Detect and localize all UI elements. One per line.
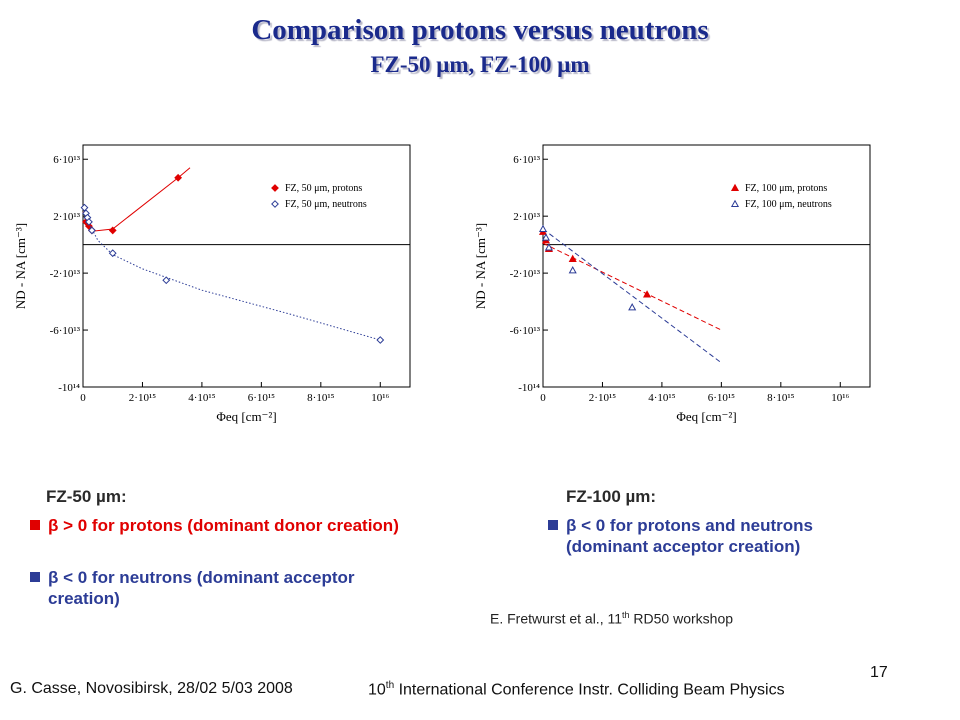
y-tick-label: 2·10¹³ [53, 211, 80, 223]
data-point [568, 266, 577, 274]
bullet-square-icon [30, 572, 40, 582]
slide-subtitle: FZ-50 μm, FZ-100 μm [370, 52, 590, 77]
series-fit-line [542, 228, 722, 364]
y-tick-label: 6·10¹³ [513, 154, 540, 166]
data-point [544, 243, 553, 251]
right-bullet: β < 0 for protons and neutrons (dominant… [548, 515, 813, 557]
x-axis-label: Φeq [cm⁻²] [676, 409, 736, 424]
x-tick-label: 10¹⁶ [371, 392, 389, 404]
data-point [538, 224, 548, 233]
left-bullet-neutrons-text-2: creation) [48, 589, 120, 608]
page-number: 17 [870, 664, 888, 681]
left-bullet-neutrons: β < 0 for neutrons (dominant acceptor cr… [30, 567, 355, 609]
y-tick-label: -10¹⁴ [58, 382, 80, 394]
citation-post: RD50 workshop [629, 610, 734, 627]
legend-entry: FZ, 50 μm, protons [285, 183, 362, 194]
citation-pre: E. Fretwurst et al., 11 [490, 610, 623, 627]
footer-author: G. Casse, Novosibirsk, 28/02 5/03 2008 [10, 680, 293, 697]
data-point [85, 222, 93, 231]
y-axis-label: ND - NA [cm⁻³] [473, 223, 488, 309]
citation: E. Fretwurst et al., 11th RD50 workshop [490, 610, 733, 627]
plot-frame [542, 144, 871, 388]
series-fit-line [82, 167, 191, 232]
data-point [376, 336, 385, 344]
x-tick-label: 10¹⁶ [831, 392, 849, 404]
legend-marker [730, 199, 740, 208]
chart-right: 0 2·10¹⁵ 4·10¹⁵ 6·10¹⁵ 8·10¹⁵ 10¹⁶ 6·10¹³ 2·10¹… [473, 144, 871, 424]
legend-marker [730, 183, 740, 192]
y-tick-label: 2·10¹³ [513, 211, 540, 223]
legend-marker [271, 184, 279, 192]
data-point [85, 217, 93, 226]
citation-sup: th [622, 610, 630, 620]
left-bullet-protons: β > 0 for protons (dominant donor creati… [30, 515, 399, 536]
data-point [162, 276, 171, 285]
data-point [628, 303, 637, 311]
data-point [80, 203, 89, 212]
slide-title: Comparison protons versus neutrons [251, 14, 709, 46]
bullet-square-icon [548, 520, 558, 530]
x-tick-label: 8·10¹⁵ [767, 392, 794, 404]
y-tick-label: -6·10¹³ [510, 325, 541, 337]
series-fit-line [82, 206, 381, 341]
y-axis-label: ND - NA [cm⁻³] [13, 223, 28, 309]
x-axis-label: Φeq [cm⁻²] [216, 409, 276, 424]
y-tick-label: 6·10¹³ [53, 154, 80, 166]
data-point [568, 254, 577, 262]
footer-conf-post: International Conference Instr. Collidin… [394, 681, 785, 699]
left-bullet-protons-text: β > 0 for protons (dominant donor creati… [48, 516, 399, 535]
left-heading: FZ-50 µm: [46, 487, 127, 506]
legend-entry: FZ, 100 μm, protons [745, 183, 827, 194]
x-tick-label: 2·10¹⁵ [589, 392, 616, 404]
right-heading: FZ-100 µm: [566, 487, 657, 506]
data-point [88, 226, 96, 235]
footer-conf-pre: 10 [368, 681, 386, 699]
data-point [174, 173, 183, 182]
legend-marker [271, 200, 279, 208]
footer-conference: 10th International Conference Instr. Col… [368, 680, 785, 699]
x-tick-label: 0 [80, 392, 86, 404]
y-tick-label: -10¹⁴ [518, 382, 540, 394]
right-bullet-text-1: β < 0 for protons and neutrons [566, 516, 813, 535]
legend-entry: FZ, 50 μm, neutrons [285, 199, 367, 210]
x-tick-label: 8·10¹⁵ [307, 392, 334, 404]
right-bullet-text-2: (dominant acceptor creation) [566, 537, 801, 556]
data-point [108, 226, 117, 235]
legend-entry: FZ, 100 μm, neutrons [745, 199, 832, 210]
chart-left: 0 2·10¹⁵ 4·10¹⁵ 6·10¹⁵ 8·10¹⁵ 10¹⁶ 6·10¹³ 2·10¹… [13, 144, 411, 424]
y-tick-label: -2·10¹³ [510, 268, 541, 280]
x-tick-label: 4·10¹⁵ [188, 392, 215, 404]
data-point [108, 249, 117, 258]
x-tick-label: 2·10¹⁵ [129, 392, 156, 404]
x-tick-label: 0 [540, 392, 546, 404]
left-bullet-neutrons-text-1: β < 0 for neutrons (dominant acceptor [48, 568, 355, 587]
y-tick-label: -2·10¹³ [50, 268, 81, 280]
x-tick-label: 6·10¹⁵ [248, 392, 275, 404]
series-fit-line [542, 242, 722, 331]
data-point [642, 290, 652, 298]
data-point [541, 233, 551, 241]
bullet-square-icon [30, 520, 40, 530]
x-tick-label: 4·10¹⁵ [648, 392, 675, 404]
footer-conf-sup: th [385, 680, 395, 691]
plot-frame [82, 144, 411, 388]
y-tick-label: -6·10¹³ [50, 325, 81, 337]
x-tick-label: 6·10¹⁵ [708, 392, 735, 404]
